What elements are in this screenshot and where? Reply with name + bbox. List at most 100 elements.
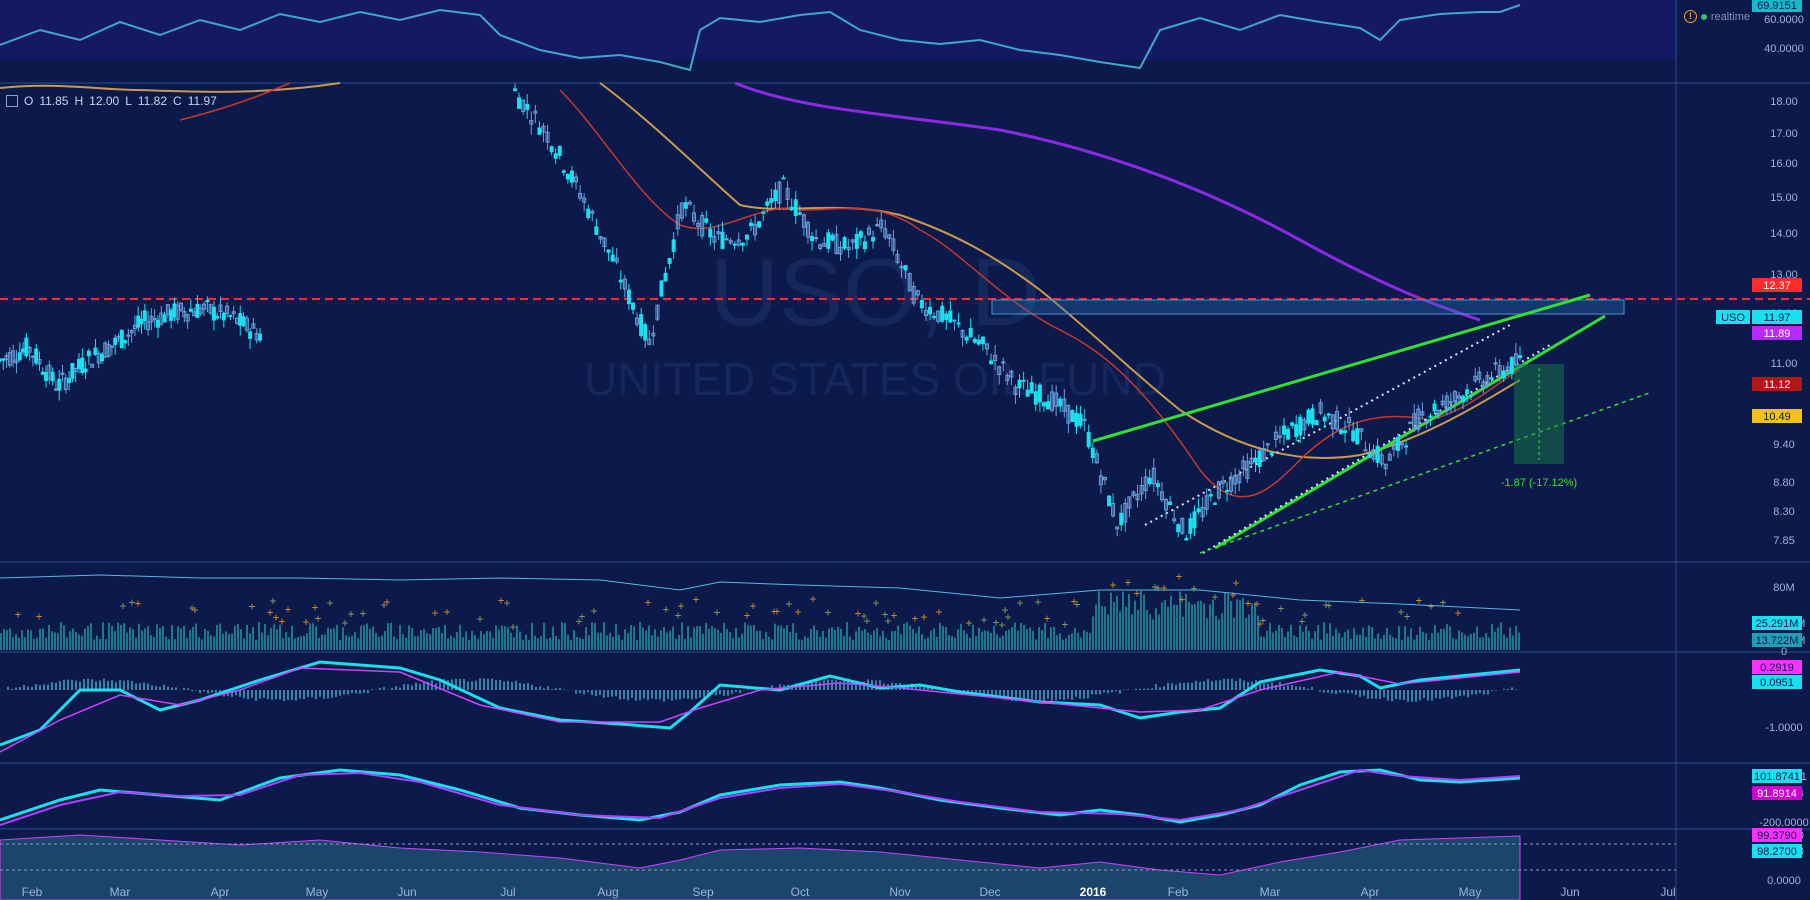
volume-bar	[954, 637, 956, 650]
candle-body	[24, 337, 29, 357]
volume-bar	[510, 632, 512, 650]
price-level-text: 11.97	[1764, 312, 1791, 324]
high-label: H	[74, 94, 84, 108]
volume-bar	[1443, 628, 1445, 650]
volume-bar	[252, 627, 254, 650]
candle-body	[1485, 375, 1490, 386]
candle-body	[123, 339, 128, 344]
candle-body	[1009, 370, 1014, 378]
candle-body	[1294, 424, 1299, 437]
volume-marker: +	[1004, 610, 1011, 624]
volume-bar	[714, 627, 716, 650]
volume-bar	[690, 637, 692, 650]
volume-bar	[906, 622, 908, 650]
volume-bar	[600, 632, 602, 650]
volume-marker: +	[881, 607, 888, 621]
volume-bar	[486, 631, 488, 650]
volume-marker: +	[884, 614, 891, 628]
volume-marker: +	[1151, 580, 1158, 594]
volume-bar	[6, 630, 8, 650]
volume-bar	[1410, 628, 1412, 650]
candle-body	[195, 303, 200, 318]
candle-body	[1216, 481, 1221, 499]
resistance-zone[interactable]	[991, 299, 1625, 315]
volume-bar	[255, 639, 257, 650]
candle-body	[218, 304, 223, 313]
volume-bar	[747, 625, 749, 650]
indicator-value-tag	[1752, 769, 1802, 783]
volume-bar	[27, 629, 29, 650]
volume-bar	[666, 632, 668, 650]
volume-bar	[1344, 632, 1346, 650]
candle-body	[826, 232, 831, 249]
volume-bar	[1032, 631, 1034, 650]
volume-marker: +	[311, 600, 318, 614]
realtime-indicator[interactable]: ! realtime	[1683, 10, 1750, 23]
warning-icon[interactable]: !	[1683, 10, 1697, 23]
volume-bar	[153, 637, 155, 650]
open-label: O	[24, 94, 34, 108]
indicator-value-text: 13.722M	[1756, 635, 1799, 647]
volume-bar	[423, 629, 425, 650]
indicator-value-text: 91.8914	[1757, 788, 1797, 800]
candle-body	[907, 273, 912, 292]
volume-bar	[237, 624, 239, 650]
candle-body	[1241, 460, 1246, 469]
volume-bar	[789, 632, 791, 650]
candle-body	[1180, 517, 1185, 534]
volume-bar	[1290, 624, 1292, 650]
volume-bar	[54, 632, 56, 650]
candle-body	[126, 334, 131, 337]
volume-bar	[681, 622, 683, 650]
volume-bar	[123, 623, 125, 650]
volume-bar	[639, 622, 641, 650]
time-tick-label: Mar	[110, 885, 131, 899]
candle-body	[1135, 493, 1140, 501]
indicator-value-text: 25.291M	[1756, 618, 1799, 630]
volume-bar	[1395, 638, 1397, 650]
volume-bar	[1035, 639, 1037, 650]
candle-body	[1416, 408, 1421, 430]
volume-bar	[582, 638, 584, 650]
volume-bar	[111, 625, 113, 650]
volume-bar	[1215, 615, 1217, 650]
volume-bar	[1368, 625, 1370, 650]
price-level-tag	[1752, 278, 1802, 292]
candle-body	[781, 177, 786, 180]
volume-bar	[1446, 623, 1448, 650]
volume-bar	[45, 637, 47, 650]
volume-bar	[1398, 626, 1400, 650]
volume-bar	[159, 628, 161, 650]
candle-body	[557, 145, 562, 156]
volume-bar	[1248, 614, 1250, 650]
candle-body	[27, 347, 32, 353]
volume-bar	[1227, 592, 1229, 650]
volume-bar	[858, 626, 860, 650]
volume-bar	[534, 635, 536, 650]
volume-bar	[1149, 614, 1151, 650]
volume-bar	[576, 636, 578, 650]
candle-body	[1493, 362, 1498, 365]
volume-bar	[705, 622, 707, 650]
volume-bar	[609, 632, 611, 650]
candle-body	[1273, 431, 1278, 440]
candle-body	[14, 359, 19, 364]
indicator-value-tag	[1752, 828, 1802, 842]
candle-body	[100, 353, 105, 362]
candle-body	[113, 337, 118, 345]
volume-bar	[1005, 631, 1007, 650]
collapse-icon[interactable]	[6, 95, 18, 107]
volume-bar	[1407, 636, 1409, 650]
volume-bar	[477, 638, 479, 650]
volume-bar	[363, 625, 365, 650]
volume-bar	[1473, 632, 1475, 650]
volume-marker: +	[1109, 578, 1116, 592]
candle-body	[37, 359, 42, 365]
volume-marker: +	[980, 613, 987, 627]
candle-body	[769, 198, 774, 203]
volume-marker: +	[266, 606, 273, 620]
candle-body	[541, 125, 546, 133]
volume-bar	[987, 630, 989, 650]
trendlines[interactable]	[1092, 293, 1653, 554]
